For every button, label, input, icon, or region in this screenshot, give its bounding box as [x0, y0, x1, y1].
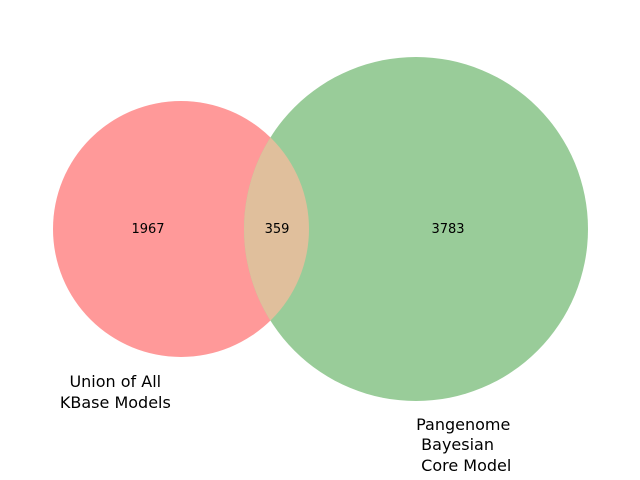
- set-b-label-line: Bayesian: [411, 435, 494, 454]
- set-a-label: Union of All KBase Models: [0, 0, 187, 412]
- set-a-label-line: Union of All: [69, 372, 161, 391]
- set-a-circle: [53, 101, 309, 357]
- set-a-only-count: 1967: [131, 222, 164, 237]
- intersection-count: 359: [265, 222, 290, 237]
- set-b-label: Pangenome Bayesian Core Model: [411, 415, 511, 475]
- set-a-label-line: KBase Models: [60, 393, 171, 412]
- set-b-circle: [244, 57, 588, 401]
- set-b-only-count: 3783: [431, 222, 464, 237]
- set-b-label-line: Core Model: [411, 456, 511, 475]
- set-b-label-line: Pangenome: [411, 415, 510, 434]
